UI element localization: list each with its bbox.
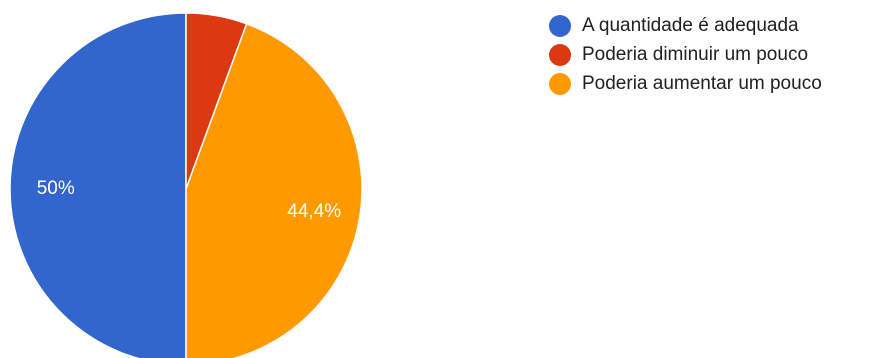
data-label-aumentar: 44,4%	[287, 201, 341, 222]
legend-swatch-aumentar	[549, 72, 571, 95]
legend-item-adequada[interactable]: A quantidade é adequada	[549, 12, 822, 39]
pie-slice-aumentar[interactable]	[185, 22, 363, 358]
legend: A quantidade é adequada Poderia diminuir…	[549, 12, 822, 99]
pie-slices	[9, 12, 363, 358]
legend-label-diminuir: Poderia diminuir um pouco	[582, 43, 809, 65]
legend-swatch-adequada	[549, 14, 571, 37]
legend-item-aumentar[interactable]: Poderia aumentar um pouco	[549, 70, 822, 97]
legend-label-adequada: A quantidade é adequada	[582, 14, 799, 36]
data-label-adequada: 50%	[37, 178, 75, 199]
legend-label-aumentar: Poderia aumentar um pouco	[582, 72, 822, 94]
pie-data-labels: 50% 44,4%	[37, 178, 342, 222]
legend-item-diminuir[interactable]: Poderia diminuir um pouco	[549, 41, 822, 68]
pie-slice-adequada[interactable]	[9, 12, 187, 358]
legend-swatch-diminuir	[549, 43, 571, 66]
